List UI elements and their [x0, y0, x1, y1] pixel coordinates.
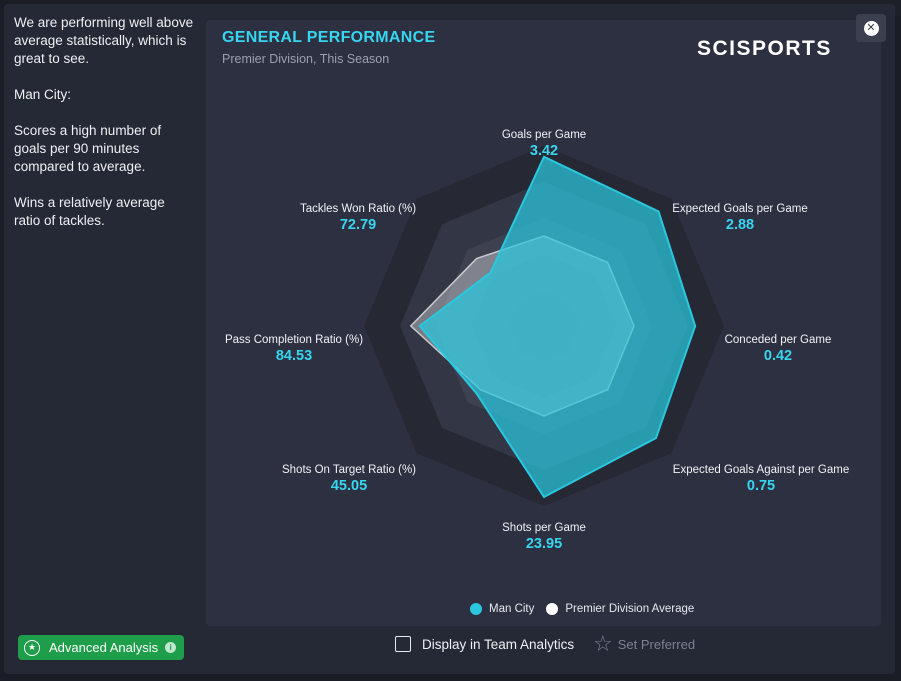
axis-value: 45.05 [330, 478, 368, 494]
axis-value: 2.88 [725, 217, 755, 233]
axis-value: 23.95 [525, 536, 563, 552]
axis-value: 3.42 [529, 143, 559, 159]
axis-label-pass-completion: Pass Completion Ratio (%) 84.53 [174, 334, 414, 364]
axis-value: 72.79 [339, 217, 377, 233]
axis-label-shots-on-target: Shots On Target Ratio (%) 45.05 [229, 464, 469, 494]
set-preferred-label: Set Preferred [617, 636, 696, 652]
sidebar-paragraph: Scores a high number of goals per 90 min… [14, 123, 162, 174]
checkbox-label: Display in Team Analytics [422, 636, 575, 652]
star-outline-icon: ☆ [593, 631, 613, 656]
advanced-analysis-button[interactable]: ★ Advanced Analysis i [18, 635, 184, 660]
scisports-logo: SCISPORTS [697, 37, 832, 60]
set-preferred-button[interactable]: ☆ Set Preferred [593, 631, 696, 656]
legend-label: Premier Division Average [565, 603, 695, 615]
axis-value: 0.42 [763, 348, 793, 364]
axis-label-conceded: Conceded per Game 0.42 [658, 334, 898, 364]
panel-title: GENERAL PERFORMANCE [222, 29, 436, 46]
axis-name: Shots On Target Ratio (%) [281, 464, 416, 476]
analysis-sidebar: We are performing well above average sta… [14, 14, 194, 248]
sidebar-paragraph: We are performing well above average sta… [14, 15, 194, 66]
axis-name: Tackles Won Ratio (%) [299, 203, 417, 215]
sidebar-paragraph: Wins a relatively average ratio of tackl… [14, 195, 165, 228]
axis-name: Expected Goals Against per Game [672, 464, 850, 476]
axis-label-shots: Shots per Game 23.95 [424, 522, 664, 552]
panel-subtitle: Premier Division, This Season [222, 52, 390, 66]
display-in-team-analytics-checkbox[interactable]: Display in Team Analytics [395, 636, 574, 652]
legend-label: Man City [489, 603, 535, 615]
axis-label-xga: Expected Goals Against per Game 0.75 [641, 464, 881, 494]
checkbox-box[interactable] [395, 636, 411, 652]
axis-name: Shots per Game [502, 522, 586, 534]
axis-name: Expected Goals per Game [672, 203, 808, 215]
info-icon[interactable]: i [165, 642, 177, 653]
star-circle-icon: ★ [24, 639, 40, 656]
axis-value: 0.75 [746, 478, 776, 494]
axis-name: Conceded per Game [724, 334, 832, 346]
advanced-analysis-label: Advanced Analysis [49, 640, 159, 655]
axis-label-goals: Goals per Game 3.42 [424, 129, 664, 159]
axis-name: Pass Completion Ratio (%) [224, 334, 364, 346]
legend-item-league-average: Premier Division Average [546, 603, 694, 615]
legend-swatch [546, 603, 559, 615]
axis-value: 84.53 [275, 348, 313, 364]
sidebar-paragraph: Man City: [14, 87, 72, 102]
chart-legend: Man City Premier Division Average [470, 603, 706, 615]
close-icon: ✕ [863, 20, 879, 36]
legend-swatch [470, 603, 482, 615]
legend-item-man-city: Man City [470, 603, 534, 615]
axis-label-xg: Expected Goals per Game 2.88 [620, 203, 860, 233]
axis-label-tackles: Tackles Won Ratio (%) 72.79 [238, 203, 478, 233]
axis-name: Goals per Game [501, 129, 587, 141]
close-button[interactable]: ✕ [856, 14, 886, 42]
